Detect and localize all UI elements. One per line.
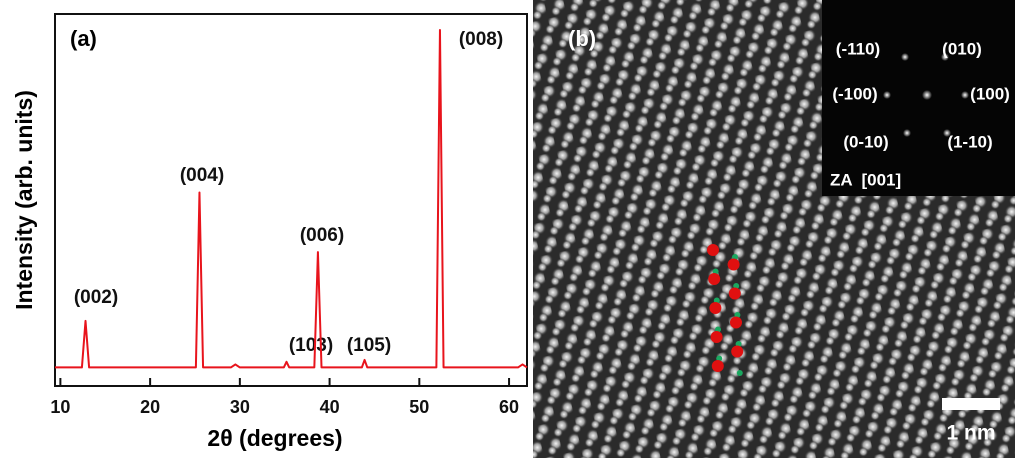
- x-tick-label: 30: [230, 397, 250, 417]
- x-tick-label: 20: [140, 397, 160, 417]
- atom: [709, 302, 722, 314]
- atom: [735, 341, 742, 347]
- fft-spots: [883, 53, 969, 137]
- x-tick-label: 50: [409, 397, 429, 417]
- fft-label: (-110): [836, 39, 880, 58]
- peak-label: (008): [459, 29, 503, 50]
- atom: [727, 258, 740, 271]
- peak-label: (002): [74, 287, 118, 308]
- panel-label: (b): [568, 26, 596, 51]
- x-tick-label: 40: [320, 397, 340, 417]
- peak-label: (004): [180, 165, 224, 186]
- fft-label: (-100): [832, 84, 877, 103]
- plot-frame: [54, 13, 528, 387]
- panel-label: (a): [70, 26, 97, 51]
- y-axis-label: Intensity (arb. units): [11, 90, 37, 310]
- fft-label: (100): [970, 84, 1010, 103]
- fft-label: (010): [942, 39, 982, 58]
- peak-label: (105): [347, 335, 391, 356]
- atom: [711, 360, 724, 372]
- atom-model: [707, 244, 744, 376]
- atom: [712, 268, 719, 275]
- atom: [716, 355, 723, 362]
- atom: [736, 370, 743, 376]
- x-axis-label: 2θ (degrees): [207, 425, 342, 451]
- scale-bar: [942, 398, 1000, 410]
- atom: [732, 254, 738, 260]
- atom: [728, 287, 741, 300]
- atom: [707, 244, 719, 256]
- atom: [734, 312, 741, 318]
- xrd-line: [55, 29, 528, 369]
- atom: [715, 326, 721, 333]
- x-tick-label: 10: [50, 397, 70, 417]
- atom: [713, 297, 720, 304]
- fft-label: (0-10): [843, 132, 888, 151]
- peak-label: (006): [300, 225, 344, 246]
- zone-axis: ZA [001]: [830, 170, 901, 189]
- scale-bar-label: 1 nm: [946, 422, 995, 445]
- peak-label: (103): [289, 335, 333, 356]
- atom: [730, 316, 742, 329]
- atom: [731, 345, 744, 358]
- fft-inset: [822, 0, 1015, 196]
- atom: [733, 283, 740, 289]
- atom: [710, 331, 723, 343]
- atom: [708, 273, 721, 285]
- fft-label: (1-10): [947, 132, 992, 151]
- x-tick-label: 60: [499, 397, 519, 417]
